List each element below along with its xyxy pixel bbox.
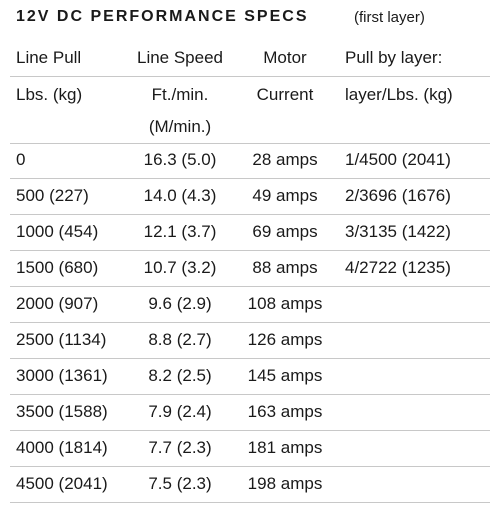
divider [10,466,490,467]
column-header: layer/Lbs. (kg) [345,85,453,104]
table-cell: 2000 (907) [16,294,99,313]
divider [10,502,490,503]
table-cell: 145 amps [247,366,323,385]
table-cell: 28 amps [252,150,318,169]
table-cell: 2/3696 (1676) [345,186,451,205]
table-cell: 10.7 (3.2) [143,258,217,277]
table-cell: 3/3135 (1422) [345,222,451,241]
table-cell: 0 [16,150,26,169]
column-header: Motor [263,48,307,67]
divider [10,143,490,144]
table-cell: 7.9 (2.4) [148,402,212,421]
table-cell: 88 amps [252,258,318,277]
column-header: Current [256,85,314,104]
divider [10,394,490,395]
divider [10,430,490,431]
table-cell: 181 amps [247,438,323,457]
table-cell: 7.5 (2.3) [148,474,212,493]
table-cell: 1500 (680) [16,258,99,277]
table-cell: 500 (227) [16,186,89,205]
column-header: Lbs. (kg) [16,85,83,104]
table-cell: 49 amps [252,186,318,205]
table-cell: 1/4500 (2041) [345,150,451,169]
column-header: Ft./min. [151,85,209,104]
column-header: (M/min.) [148,117,212,136]
table-cell: 16.3 (5.0) [143,150,217,169]
divider [10,76,490,77]
table-cell: 4000 (1814) [16,438,108,457]
column-header: Pull by layer: [345,48,443,67]
table-cell: 7.7 (2.3) [148,438,212,457]
table-subtitle: (first layer) [354,9,425,26]
column-header: Line Speed [136,48,224,67]
table-cell: 12.1 (3.7) [143,222,217,241]
table-title: 12V DC PERFORMANCE SPECS [16,8,309,25]
table-cell: 163 amps [247,402,323,421]
table-cell: 3500 (1588) [16,402,108,421]
table-cell: 69 amps [252,222,318,241]
table-cell: 126 amps [247,330,323,349]
table-cell: 8.2 (2.5) [148,366,212,385]
divider [10,322,490,323]
table-cell: 8.8 (2.7) [148,330,212,349]
divider [10,358,490,359]
column-header: Line Pull [16,48,82,67]
table-cell: 198 amps [247,474,323,493]
table-cell: 14.0 (4.3) [143,186,217,205]
table-cell: 4500 (2041) [16,474,108,493]
table-cell: 9.6 (2.9) [148,294,212,313]
table-cell: 108 amps [247,294,323,313]
table-cell: 2500 (1134) [16,330,107,349]
table-cell: 3000 (1361) [16,366,108,385]
divider [10,250,490,251]
divider [10,286,490,287]
table-cell: 1000 (454) [16,222,99,241]
table-cell: 4/2722 (1235) [345,258,451,277]
divider [10,214,490,215]
divider [10,178,490,179]
